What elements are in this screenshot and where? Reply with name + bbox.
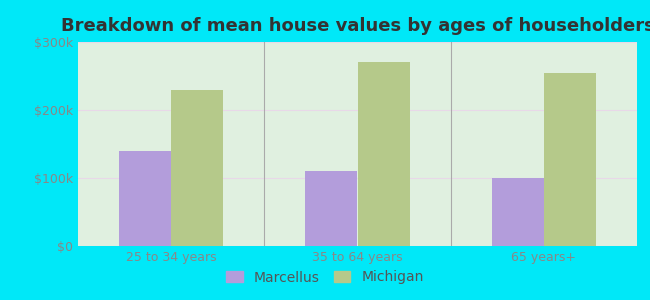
Bar — [306, 171, 358, 246]
Title: Breakdown of mean house values by ages of householders: Breakdown of mean house values by ages o… — [60, 17, 650, 35]
Legend: Marcellus, Michigan: Marcellus, Michigan — [220, 265, 430, 290]
Bar — [358, 62, 410, 246]
Bar — [491, 178, 544, 246]
Bar — [171, 90, 224, 246]
Bar — [544, 73, 596, 246]
Bar — [119, 151, 171, 246]
